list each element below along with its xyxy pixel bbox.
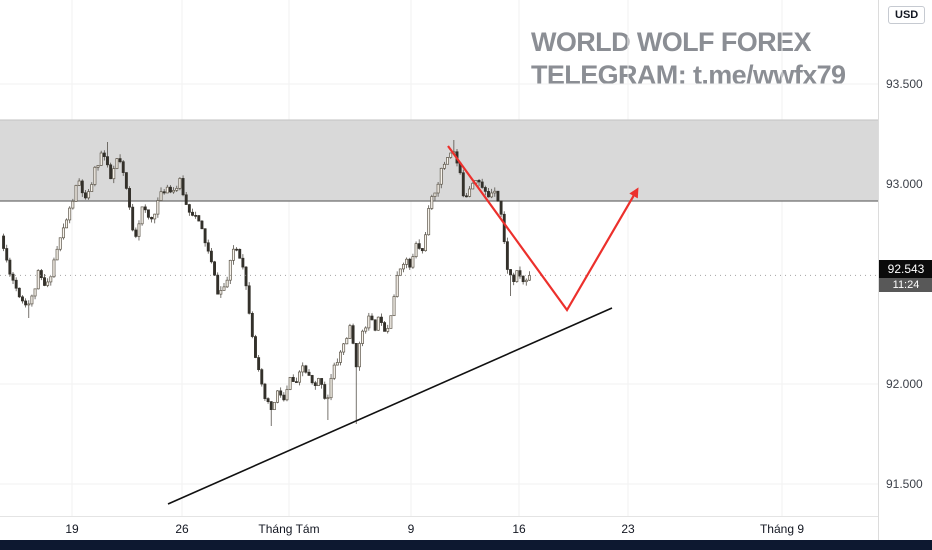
bar-countdown-timer: 11:24 <box>879 278 932 293</box>
price-axis[interactable]: USD 92.543 11:24 93.500 93.000 92.000 91.50… <box>878 0 932 540</box>
currency-label: USD <box>888 6 926 24</box>
current-price-value: 92.543 <box>879 260 932 279</box>
candlestick-chart[interactable] <box>0 0 878 516</box>
price-tick-93.000: 93.000 <box>886 177 923 191</box>
chart-plot-area[interactable]: WORLD WOLF FOREX TELEGRAM: t.me/wwfx79 <box>0 0 878 516</box>
current-price-badge: 92.543 11:24 <box>879 260 932 293</box>
price-tick-92.000: 92.000 <box>886 377 923 391</box>
price-tick-91.500: 91.500 <box>886 477 923 491</box>
watermark: WORLD WOLF FOREX TELEGRAM: t.me/wwfx79 <box>531 26 846 92</box>
price-tick-93.500: 93.500 <box>886 77 923 91</box>
time-axis[interactable]: 19 26 Tháng Tám 9 16 23 Tháng 9 <box>0 516 878 540</box>
time-tick-Tháng 9: Tháng 9 <box>759 522 805 536</box>
bottom-bar <box>0 540 932 550</box>
watermark-line1: WORLD WOLF FOREX <box>531 27 811 57</box>
time-tick-Tháng Tám: Tháng Tám <box>258 522 320 536</box>
time-tick-19: 19 <box>65 522 79 536</box>
time-tick-9: 9 <box>407 522 415 536</box>
watermark-line2: TELEGRAM: t.me/wwfx79 <box>531 60 846 90</box>
time-tick-23: 23 <box>621 522 635 536</box>
time-tick-26: 26 <box>175 522 189 536</box>
time-tick-16: 16 <box>512 522 526 536</box>
